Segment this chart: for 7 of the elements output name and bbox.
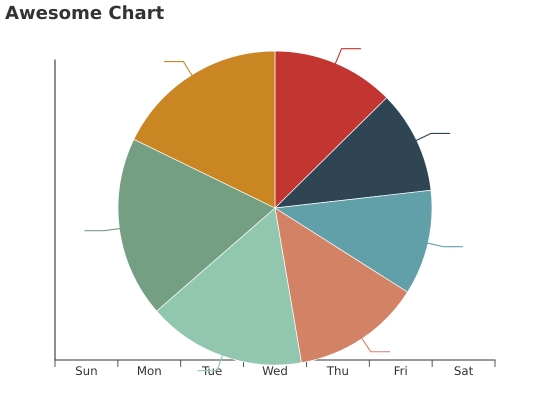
chart-title: Awesome Chart	[5, 5, 164, 20]
text: Thu	[326, 366, 348, 376]
text: Fri	[394, 366, 407, 375]
text: Sat	[454, 366, 473, 376]
text: Wed	[262, 366, 287, 376]
text: Mon	[138, 366, 161, 376]
text: Sun	[76, 366, 97, 376]
